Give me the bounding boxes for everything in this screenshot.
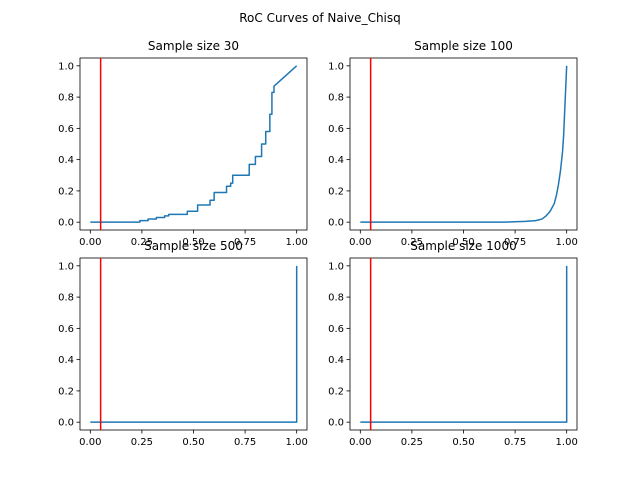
x-tick-label: 0.00 bbox=[349, 237, 371, 248]
y-tick-label: 0.0 bbox=[58, 218, 74, 229]
plot-area bbox=[360, 258, 568, 430]
subplot-1: 0.00 0.25 0.50 0.75 1.00 0.0 0.2 0.4 0.6 0.8 1.0 Sa… bbox=[58, 39, 308, 248]
y-tick-label: 0.2 bbox=[328, 386, 344, 397]
plot-area bbox=[90, 58, 298, 230]
y-tick-label: 0.4 bbox=[58, 155, 74, 166]
x-tick-label: 0.50 bbox=[452, 237, 474, 248]
subplot-title: Sample size 1000 bbox=[410, 239, 516, 253]
x-tick-label: 0.75 bbox=[504, 237, 526, 248]
roc-curve-line bbox=[90, 65, 298, 223]
y-tick-label: 0.8 bbox=[58, 293, 74, 304]
y-tick-label: 0.8 bbox=[328, 293, 344, 304]
subplot-2: 0.00 0.25 0.50 0.75 1.00 0.0 0.2 0.4 0.6 0.8 1.0 Sa… bbox=[328, 39, 578, 248]
y-tick-label: 0.2 bbox=[328, 186, 344, 197]
x-tick-label: 0.50 bbox=[452, 437, 474, 448]
y-tick-label: 0.4 bbox=[328, 355, 344, 366]
y-tick-label: 0.6 bbox=[58, 324, 74, 335]
x-tick-label: 0.75 bbox=[504, 437, 526, 448]
subplot-title: Sample size 500 bbox=[144, 239, 243, 253]
x-tick-label: 0.75 bbox=[234, 237, 256, 248]
y-tick-label: 0.2 bbox=[58, 186, 74, 197]
x-tick-label: 0.00 bbox=[349, 437, 371, 448]
subplot-3: 0.00 0.25 0.50 0.75 1.00 0.0 0.2 0.4 0.6 0.8 1.0 Sa… bbox=[58, 239, 308, 448]
x-tick-label: 0.50 bbox=[182, 237, 204, 248]
plot-area bbox=[360, 58, 568, 230]
y-tick-label: 1.0 bbox=[58, 61, 74, 72]
y-tick-label: 0.8 bbox=[58, 93, 74, 104]
x-tick-label: 1.00 bbox=[556, 237, 578, 248]
subplot-title: Sample size 30 bbox=[148, 39, 239, 53]
y-tick-label: 0.6 bbox=[58, 124, 74, 135]
x-tick-label: 0.00 bbox=[79, 237, 101, 248]
x-tick-label: 0.50 bbox=[182, 437, 204, 448]
y-tick-label: 0.4 bbox=[328, 155, 344, 166]
y-tick-label: 1.0 bbox=[58, 261, 74, 272]
x-tick-label: 1.00 bbox=[286, 437, 308, 448]
subplot-title: Sample size 100 bbox=[414, 39, 513, 53]
x-tick-label: 0.25 bbox=[131, 237, 153, 248]
y-tick-label: 1.0 bbox=[328, 261, 344, 272]
subplots-container: 0.00 0.25 0.50 0.75 1.00 0.0 0.2 0.4 0.6 0.8 1.0 Sa… bbox=[58, 39, 578, 448]
subplot-4: 0.00 0.25 0.50 0.75 1.00 0.0 0.2 0.4 0.6 0.8 1.0 Sa… bbox=[328, 239, 578, 448]
roc-curve-line bbox=[360, 65, 568, 223]
y-tick-label: 1.0 bbox=[328, 61, 344, 72]
x-tick-label: 0.25 bbox=[401, 437, 423, 448]
y-tick-label: 0.4 bbox=[58, 355, 74, 366]
x-tick-label: 0.75 bbox=[234, 437, 256, 448]
x-tick-label: 0.00 bbox=[79, 437, 101, 448]
x-tick-label: 1.00 bbox=[286, 237, 308, 248]
x-tick-label: 0.25 bbox=[401, 237, 423, 248]
y-tick-label: 0.6 bbox=[328, 124, 344, 135]
y-tick-label: 0.6 bbox=[328, 324, 344, 335]
figure-suptitle: RoC Curves of Naive_Chisq bbox=[239, 11, 401, 25]
x-tick-label: 1.00 bbox=[556, 437, 578, 448]
y-tick-label: 0.0 bbox=[328, 418, 344, 429]
roc-curve-line bbox=[360, 265, 568, 423]
roc-curve-line bbox=[90, 265, 298, 423]
y-tick-label: 0.2 bbox=[58, 386, 74, 397]
x-tick-label: 0.25 bbox=[131, 437, 153, 448]
y-tick-label: 0.0 bbox=[328, 218, 344, 229]
plot-area bbox=[90, 258, 298, 430]
y-tick-label: 0.0 bbox=[58, 418, 74, 429]
y-tick-label: 0.8 bbox=[328, 93, 344, 104]
